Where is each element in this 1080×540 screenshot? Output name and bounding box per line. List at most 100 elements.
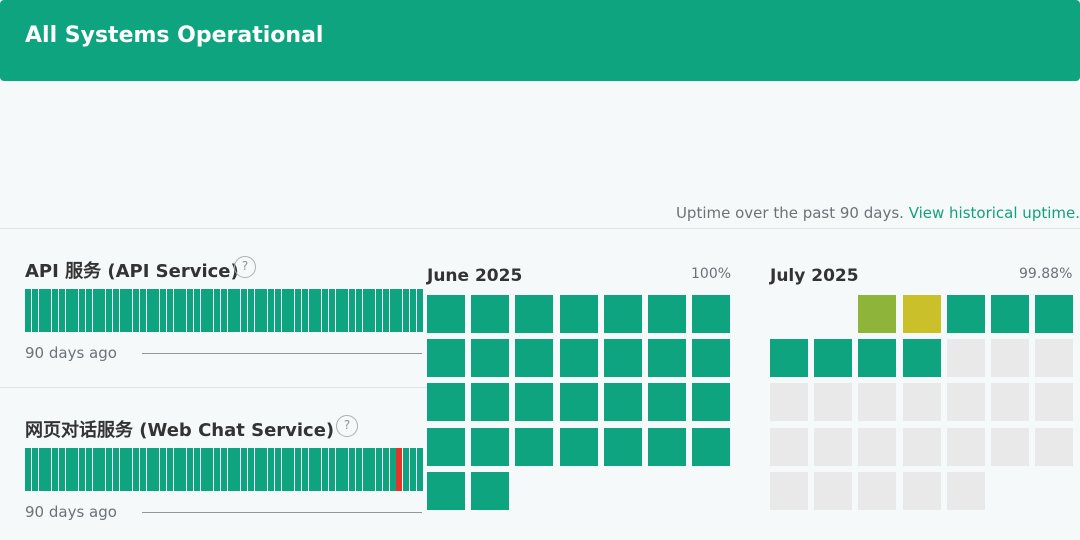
calendar-day-nodata[interactable] (991, 383, 1029, 422)
calendar-day-ok[interactable] (603, 427, 642, 466)
uptime-bar[interactable] (308, 289, 315, 332)
uptime-bar[interactable] (234, 289, 241, 332)
uptime-bar[interactable] (396, 289, 403, 332)
uptime-bar[interactable] (207, 448, 214, 491)
uptime-bar[interactable] (112, 289, 119, 332)
uptime-bar[interactable] (234, 448, 241, 491)
calendar-day-nodata[interactable] (814, 383, 853, 422)
calendar-day-partial[interactable] (902, 295, 941, 333)
calendar-day-ok[interactable] (427, 471, 465, 510)
calendar-day-ok[interactable] (515, 427, 554, 466)
uptime-bar[interactable] (166, 289, 173, 332)
uptime-bar[interactable] (65, 448, 72, 491)
uptime-bar[interactable] (403, 289, 409, 332)
calendar-day-ok[interactable] (515, 295, 554, 333)
calendar-day-nodata[interactable] (1035, 383, 1074, 422)
calendar-day-ok[interactable] (648, 427, 686, 466)
uptime-bar[interactable] (200, 289, 207, 332)
calendar-day-nodata[interactable] (902, 383, 941, 422)
uptime-bar[interactable] (369, 448, 376, 491)
calendar-day-nodata[interactable] (814, 471, 853, 510)
calendar-day-nodata[interactable] (770, 383, 808, 422)
calendar-day-nodata[interactable] (946, 383, 985, 422)
uptime-bar[interactable] (99, 289, 106, 332)
calendar-day-ok[interactable] (471, 427, 510, 466)
calendar-day-ok[interactable] (427, 339, 465, 378)
uptime-bar[interactable] (281, 289, 288, 332)
uptime-bar[interactable] (328, 448, 335, 491)
uptime-bar[interactable] (146, 448, 153, 491)
uptime-bar[interactable] (220, 448, 227, 491)
calendar-day-ok[interactable] (770, 339, 808, 378)
uptime-bar[interactable] (193, 448, 200, 491)
calendar-day-ok[interactable] (427, 295, 465, 333)
help-icon[interactable]: ? (336, 415, 358, 437)
uptime-bar[interactable] (45, 289, 52, 332)
calendar-day-nodata[interactable] (858, 471, 897, 510)
calendar-day-major[interactable] (858, 295, 897, 333)
calendar-day-ok[interactable] (814, 339, 853, 378)
uptime-bar[interactable] (119, 448, 126, 491)
uptime-bar[interactable] (133, 448, 139, 491)
calendar-day-ok[interactable] (471, 339, 510, 378)
calendar-day-ok[interactable] (603, 295, 642, 333)
uptime-bar[interactable] (200, 448, 207, 491)
uptime-bar[interactable] (349, 448, 355, 491)
calendar-day-nodata[interactable] (770, 427, 808, 466)
uptime-bar[interactable] (355, 289, 362, 332)
uptime-bar[interactable] (31, 448, 38, 491)
uptime-bar[interactable] (99, 448, 106, 491)
uptime-bar[interactable] (376, 289, 382, 332)
uptime-bar[interactable] (106, 448, 112, 491)
uptime-bar[interactable] (166, 448, 173, 491)
uptime-bar[interactable] (227, 289, 234, 332)
calendar-day-ok[interactable] (692, 383, 731, 422)
calendar-day-ok[interactable] (991, 295, 1029, 333)
uptime-bar[interactable] (187, 289, 193, 332)
calendar-day-ok[interactable] (515, 339, 554, 378)
calendar-day-ok[interactable] (559, 295, 598, 333)
uptime-bar[interactable] (342, 448, 349, 491)
uptime-bar[interactable] (349, 289, 355, 332)
uptime-bar[interactable] (247, 289, 254, 332)
uptime-bar[interactable] (139, 448, 146, 491)
uptime-bar[interactable] (220, 289, 227, 332)
calendar-day-ok[interactable] (427, 427, 465, 466)
calendar-day-ok[interactable] (902, 339, 941, 378)
uptime-bar[interactable] (38, 448, 45, 491)
calendar-day-nodata[interactable] (814, 427, 853, 466)
uptime-bar[interactable] (389, 448, 396, 491)
calendar-day-nodata[interactable] (858, 383, 897, 422)
calendar-day-ok[interactable] (559, 339, 598, 378)
uptime-bar[interactable] (322, 289, 328, 332)
uptime-bar[interactable] (261, 448, 268, 491)
historical-uptime-link[interactable]: View historical uptime. (908, 204, 1080, 222)
uptime-bar[interactable] (65, 289, 72, 332)
uptime-bar[interactable] (416, 448, 423, 491)
uptime-bar[interactable] (389, 289, 396, 332)
uptime-bar[interactable] (342, 289, 349, 332)
calendar-day-ok[interactable] (471, 383, 510, 422)
calendar-day-nodata[interactable] (946, 471, 985, 510)
calendar-day-ok[interactable] (858, 339, 897, 378)
uptime-bar[interactable] (416, 289, 423, 332)
uptime-bar[interactable] (376, 448, 382, 491)
uptime-bar[interactable] (328, 289, 335, 332)
calendar-day-ok[interactable] (471, 471, 510, 510)
calendar-day-ok[interactable] (603, 383, 642, 422)
uptime-bar[interactable] (79, 289, 85, 332)
uptime-bar[interactable] (254, 448, 261, 491)
uptime-bar[interactable] (187, 448, 193, 491)
uptime-bar[interactable] (261, 289, 268, 332)
calendar-day-nodata[interactable] (1035, 427, 1074, 466)
uptime-bar[interactable] (315, 448, 322, 491)
calendar-day-nodata[interactable] (991, 339, 1029, 378)
calendar-day-ok[interactable] (427, 383, 465, 422)
uptime-bar[interactable] (268, 289, 274, 332)
uptime-bar[interactable] (173, 289, 180, 332)
uptime-bar[interactable] (126, 448, 133, 491)
uptime-bar[interactable] (382, 289, 389, 332)
calendar-day-nodata[interactable] (902, 427, 941, 466)
uptime-bar[interactable] (362, 289, 369, 332)
uptime-bar[interactable] (139, 289, 146, 332)
